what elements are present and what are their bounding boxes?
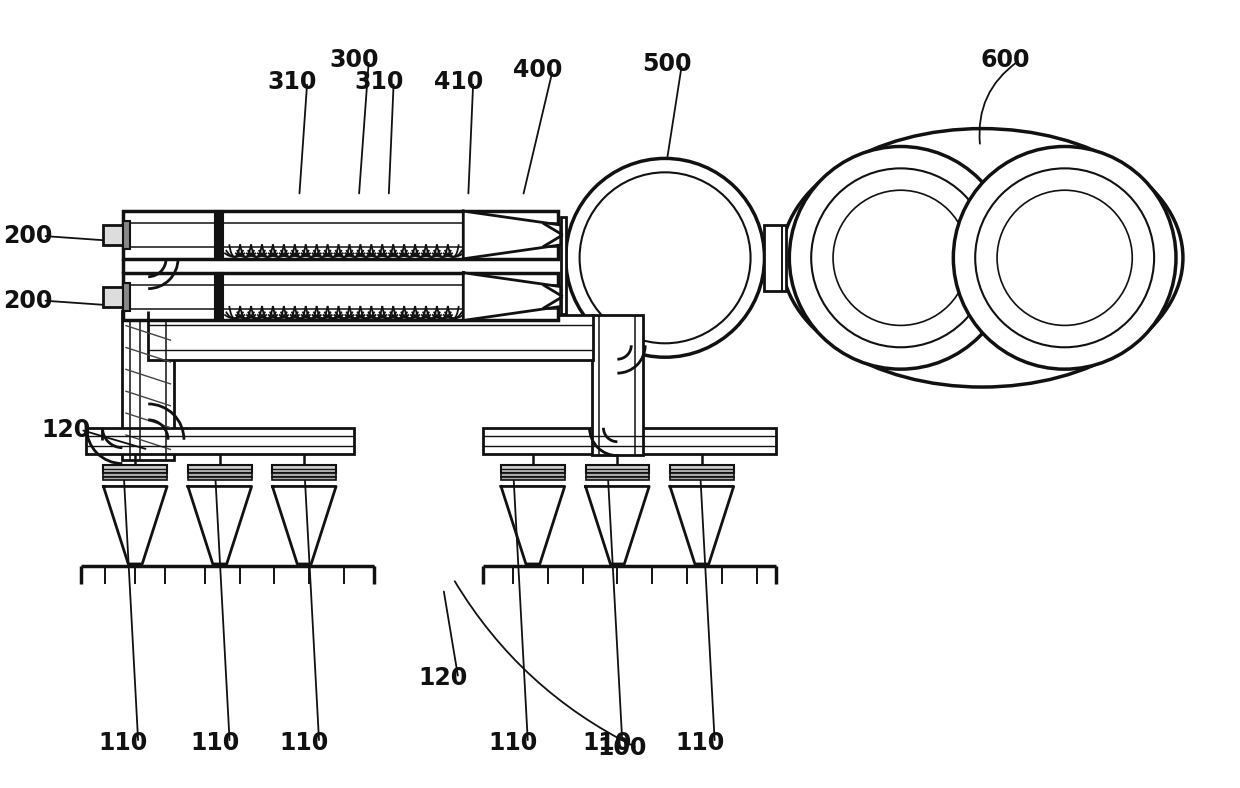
Text: 110: 110 [190,731,239,755]
Text: 500: 500 [642,52,692,76]
Bar [484,428,776,454]
Bar [103,287,123,307]
Ellipse shape [579,173,750,344]
Bar [103,477,167,481]
Bar [501,477,564,481]
Bar [585,465,650,473]
Bar [103,465,167,473]
Bar [501,465,564,473]
Text: 110: 110 [489,731,538,755]
Bar [591,315,644,455]
Ellipse shape [565,158,765,357]
Text: 200: 200 [4,288,52,313]
Bar [123,273,558,321]
Bar [123,211,558,258]
Bar [670,465,734,473]
Polygon shape [103,486,167,564]
Ellipse shape [954,147,1176,369]
Polygon shape [464,211,560,258]
Bar [188,477,252,481]
Polygon shape [188,486,252,564]
Text: 600: 600 [981,48,1029,72]
Bar [273,473,336,477]
Bar [560,217,565,314]
Text: 100: 100 [598,736,647,760]
Text: 200: 200 [4,224,52,248]
Polygon shape [585,486,650,564]
Bar [188,465,252,473]
Text: 310: 310 [268,70,317,94]
Bar [86,428,353,454]
Ellipse shape [833,190,968,325]
Ellipse shape [997,190,1132,325]
Text: 120: 120 [41,418,91,442]
Bar [765,225,786,291]
Ellipse shape [811,169,990,348]
Bar [501,473,564,477]
Text: 110: 110 [279,731,329,755]
Bar [585,473,650,477]
Bar [103,225,123,245]
Polygon shape [501,486,564,564]
Bar [123,283,130,310]
Ellipse shape [975,169,1154,348]
Polygon shape [273,486,336,564]
Bar [215,273,223,321]
Bar [215,211,223,258]
Bar [123,221,130,249]
Ellipse shape [781,128,1183,387]
Text: 300: 300 [329,48,378,72]
Bar [123,310,174,459]
Bar [670,477,734,481]
Polygon shape [670,486,734,564]
Bar [273,465,336,473]
Bar [585,477,650,481]
Polygon shape [464,273,560,321]
Text: 110: 110 [676,731,724,755]
Ellipse shape [790,147,1012,369]
Text: 110: 110 [583,731,632,755]
Text: 310: 310 [355,70,403,94]
Bar [670,473,734,477]
Text: 400: 400 [513,58,563,82]
Bar [149,315,593,360]
Text: 110: 110 [99,731,148,755]
Text: 120: 120 [419,667,467,690]
Bar [273,477,336,481]
Bar [188,473,252,477]
Text: 410: 410 [434,70,482,94]
Bar [103,473,167,477]
